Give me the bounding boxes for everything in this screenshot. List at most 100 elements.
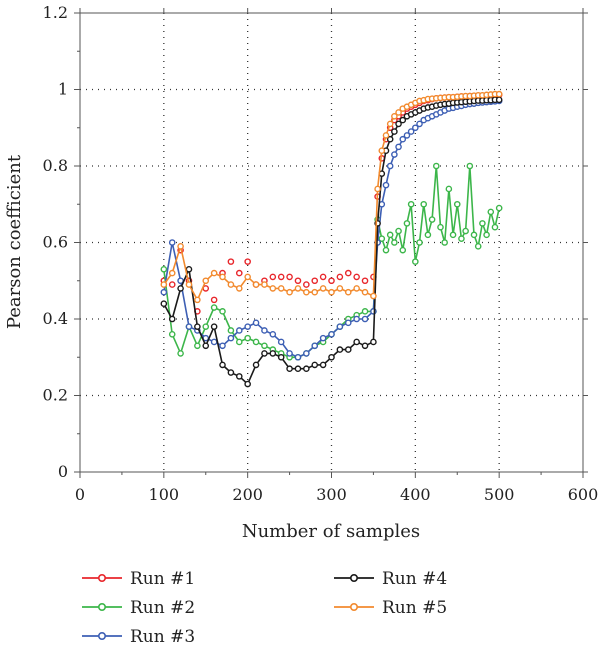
data-point [391, 151, 398, 158]
data-point [395, 120, 402, 128]
y-tick-label: 0.6 [43, 233, 68, 252]
data-point [252, 319, 260, 327]
data-point [495, 204, 503, 212]
data-point [336, 273, 344, 281]
data-point [319, 361, 327, 369]
data-point [416, 120, 423, 128]
data-point [479, 220, 486, 227]
data-point [269, 285, 277, 292]
data-point [269, 350, 277, 357]
data-point [194, 323, 201, 330]
data-point [235, 285, 243, 292]
data-point [466, 162, 474, 170]
legend: Run #1 Run #2 Run #3 Run #4 Run #5 [82, 569, 447, 647]
data-point [194, 296, 201, 304]
data-point [344, 346, 352, 353]
series-5 [160, 90, 503, 304]
data-point [399, 246, 407, 254]
data-point [219, 273, 226, 281]
legend-label: Run #1 [130, 569, 195, 589]
x-tick-label: 200 [232, 485, 263, 504]
data-point [441, 239, 448, 246]
data-point [168, 239, 176, 246]
data-point [219, 308, 226, 315]
data-point [416, 239, 423, 246]
data-point [344, 269, 352, 277]
data-point [244, 273, 251, 281]
data-point [487, 208, 495, 216]
legend-marker [98, 573, 107, 582]
x-tick-label: 600 [568, 485, 599, 504]
data-point [353, 273, 360, 281]
data-point [177, 350, 184, 357]
data-point [328, 330, 335, 338]
data-point [319, 334, 327, 342]
x-tick-label: 400 [400, 485, 431, 504]
data-point [407, 128, 415, 135]
legend-label: Run #3 [130, 627, 195, 647]
legend-label: Run #4 [382, 569, 447, 589]
data-point [403, 132, 411, 139]
data-point [453, 200, 461, 208]
data-point [303, 281, 310, 288]
data-point [261, 342, 268, 350]
data-point [219, 361, 226, 369]
y-tick-label: 1 [58, 80, 68, 99]
data-point [474, 243, 482, 250]
data-point [261, 327, 268, 334]
x-tick-label: 0 [75, 485, 85, 504]
data-point [269, 330, 277, 338]
data-point [210, 338, 218, 346]
data-point [160, 265, 168, 273]
data-point [370, 292, 377, 300]
data-point [168, 315, 176, 323]
data-point [244, 323, 251, 330]
data-point [160, 288, 168, 296]
data-point [361, 315, 369, 323]
data-point [294, 353, 302, 361]
data-point [319, 285, 327, 292]
data-point [470, 231, 478, 239]
data-point [185, 265, 193, 273]
data-point [336, 323, 344, 330]
data-point [399, 116, 407, 124]
data-point [353, 338, 360, 346]
data-point [219, 342, 226, 350]
data-point [244, 258, 251, 265]
data-point [177, 285, 184, 292]
data-point [294, 285, 302, 292]
data-point [277, 285, 285, 292]
data-point [303, 288, 310, 296]
data-point [235, 269, 243, 277]
data-point [202, 323, 210, 330]
y-tick-label: 1.2 [43, 3, 68, 22]
data-point [311, 277, 319, 285]
data-point [261, 350, 268, 357]
data-point [495, 90, 503, 98]
data-point [277, 338, 285, 346]
data-point [445, 185, 453, 193]
data-point [420, 200, 428, 208]
data-point [210, 269, 218, 277]
data-point [194, 342, 201, 350]
data-point [361, 288, 369, 296]
data-point [361, 308, 369, 315]
data-point [168, 269, 176, 277]
data-point [382, 181, 390, 189]
data-point [286, 273, 293, 281]
data-point [168, 281, 176, 288]
data-point [395, 109, 402, 116]
data-point [344, 319, 352, 327]
data-point [235, 327, 243, 334]
data-point [311, 342, 319, 350]
data-point [328, 277, 335, 285]
legend-item: Run #4 [334, 569, 447, 589]
y-tick-label: 0 [58, 462, 68, 481]
data-point [437, 223, 444, 231]
y-axis-title: Pearson coefficient [4, 154, 25, 329]
data-point [395, 227, 402, 235]
data-point [303, 350, 310, 357]
data-point [303, 365, 310, 373]
data-point [252, 281, 260, 288]
data-point [252, 338, 260, 346]
